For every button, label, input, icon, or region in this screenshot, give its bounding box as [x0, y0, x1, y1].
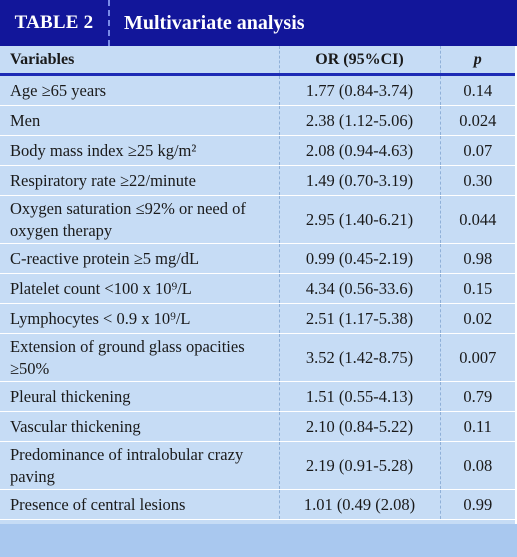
variable-cell: Men [0, 105, 279, 136]
variable-cell: Extension of ground glass opacities ≥50% [0, 333, 279, 382]
table-row: Vascular thickening 2.10 (0.84-5.22) 0.1… [0, 411, 515, 442]
table-footer-strip [0, 524, 517, 557]
table-number-label: TABLE 2 [0, 0, 110, 46]
table-row: Extension of ground glass opacities ≥50%… [0, 333, 515, 382]
table-title: Multivariate analysis [124, 11, 305, 34]
table-row: Lymphocytes < 0.9 x 10⁹/L 2.51 (1.17-5.3… [0, 303, 515, 334]
or-cell: 2.95 (1.40-6.21) [278, 195, 440, 244]
or-cell: 0.99 (0.45-2.19) [278, 243, 440, 274]
variable-cell: C-reactive protein ≥5 mg/dL [0, 243, 279, 274]
p-cell: 0.98 [439, 243, 515, 274]
multivariate-table: Variables OR (95%CI) p Age ≥65 years 1.7… [0, 46, 515, 520]
table-row: C-reactive protein ≥5 mg/dL 0.99 (0.45-2… [0, 243, 515, 274]
table-row: Age ≥65 years 1.77 (0.84-3.74) 0.14 [0, 74, 515, 106]
or-cell: 2.38 (1.12-5.06) [278, 105, 440, 136]
p-cell: 0.79 [439, 381, 515, 412]
variable-cell: Pleural thickening [0, 381, 279, 412]
column-header-row: Variables OR (95%CI) p [0, 46, 515, 76]
or-cell: 2.51 (1.17-5.38) [278, 303, 440, 334]
table-row: Oxygen saturation ≤92% or need of oxygen… [0, 195, 515, 244]
p-cell: 0.02 [439, 303, 515, 334]
or-cell: 2.08 (0.94-4.63) [278, 135, 440, 166]
column-header-p: p [439, 46, 515, 76]
or-cell: 4.34 (0.56-33.6) [278, 273, 440, 304]
p-cell: 0.99 [439, 489, 515, 520]
variable-cell: Platelet count <100 x 10⁹/L [0, 273, 279, 304]
or-cell: 1.01 (0.49 (2.08) [278, 489, 440, 520]
column-header-variables: Variables [0, 46, 279, 76]
table-row: Respiratory rate ≥22/minute 1.49 (0.70-3… [0, 165, 515, 196]
p-cell: 0.007 [439, 333, 515, 382]
p-cell: 0.14 [439, 74, 515, 106]
p-cell: 0.30 [439, 165, 515, 196]
variable-cell: Presence of central lesions [0, 489, 279, 520]
variable-cell: Lymphocytes < 0.9 x 10⁹/L [0, 303, 279, 334]
or-cell: 2.19 (0.91-5.28) [278, 441, 440, 490]
variable-cell: Predominance of intralobular crazy pavin… [0, 441, 279, 490]
p-cell: 0.044 [439, 195, 515, 244]
table-body: Variables OR (95%CI) p Age ≥65 years 1.7… [0, 46, 517, 524]
variable-cell: Oxygen saturation ≤92% or need of oxygen… [0, 195, 279, 244]
column-header-or: OR (95%CI) [278, 46, 440, 76]
table-row: Men 2.38 (1.12-5.06) 0.024 [0, 105, 515, 136]
table-row: Pleural thickening 1.51 (0.55-4.13) 0.79 [0, 381, 515, 412]
p-cell: 0.15 [439, 273, 515, 304]
variable-cell: Vascular thickening [0, 411, 279, 442]
variable-cell: Respiratory rate ≥22/minute [0, 165, 279, 196]
or-cell: 1.77 (0.84-3.74) [278, 74, 440, 106]
p-cell: 0.08 [439, 441, 515, 490]
or-cell: 1.49 (0.70-3.19) [278, 165, 440, 196]
or-cell: 2.10 (0.84-5.22) [278, 411, 440, 442]
table-row: Body mass index ≥25 kg/m² 2.08 (0.94-4.6… [0, 135, 515, 166]
table-header-bar: TABLE 2 Multivariate analysis [0, 0, 517, 46]
or-cell: 3.52 (1.42-8.75) [278, 333, 440, 382]
p-cell: 0.11 [439, 411, 515, 442]
table-row: Presence of central lesions 1.01 (0.49 (… [0, 489, 515, 520]
table-row: Predominance of intralobular crazy pavin… [0, 441, 515, 490]
table-row: Platelet count <100 x 10⁹/L 4.34 (0.56-3… [0, 273, 515, 304]
p-cell: 0.024 [439, 105, 515, 136]
variable-cell: Body mass index ≥25 kg/m² [0, 135, 279, 166]
or-cell: 1.51 (0.55-4.13) [278, 381, 440, 412]
p-cell: 0.07 [439, 135, 515, 166]
variable-cell: Age ≥65 years [0, 74, 279, 106]
